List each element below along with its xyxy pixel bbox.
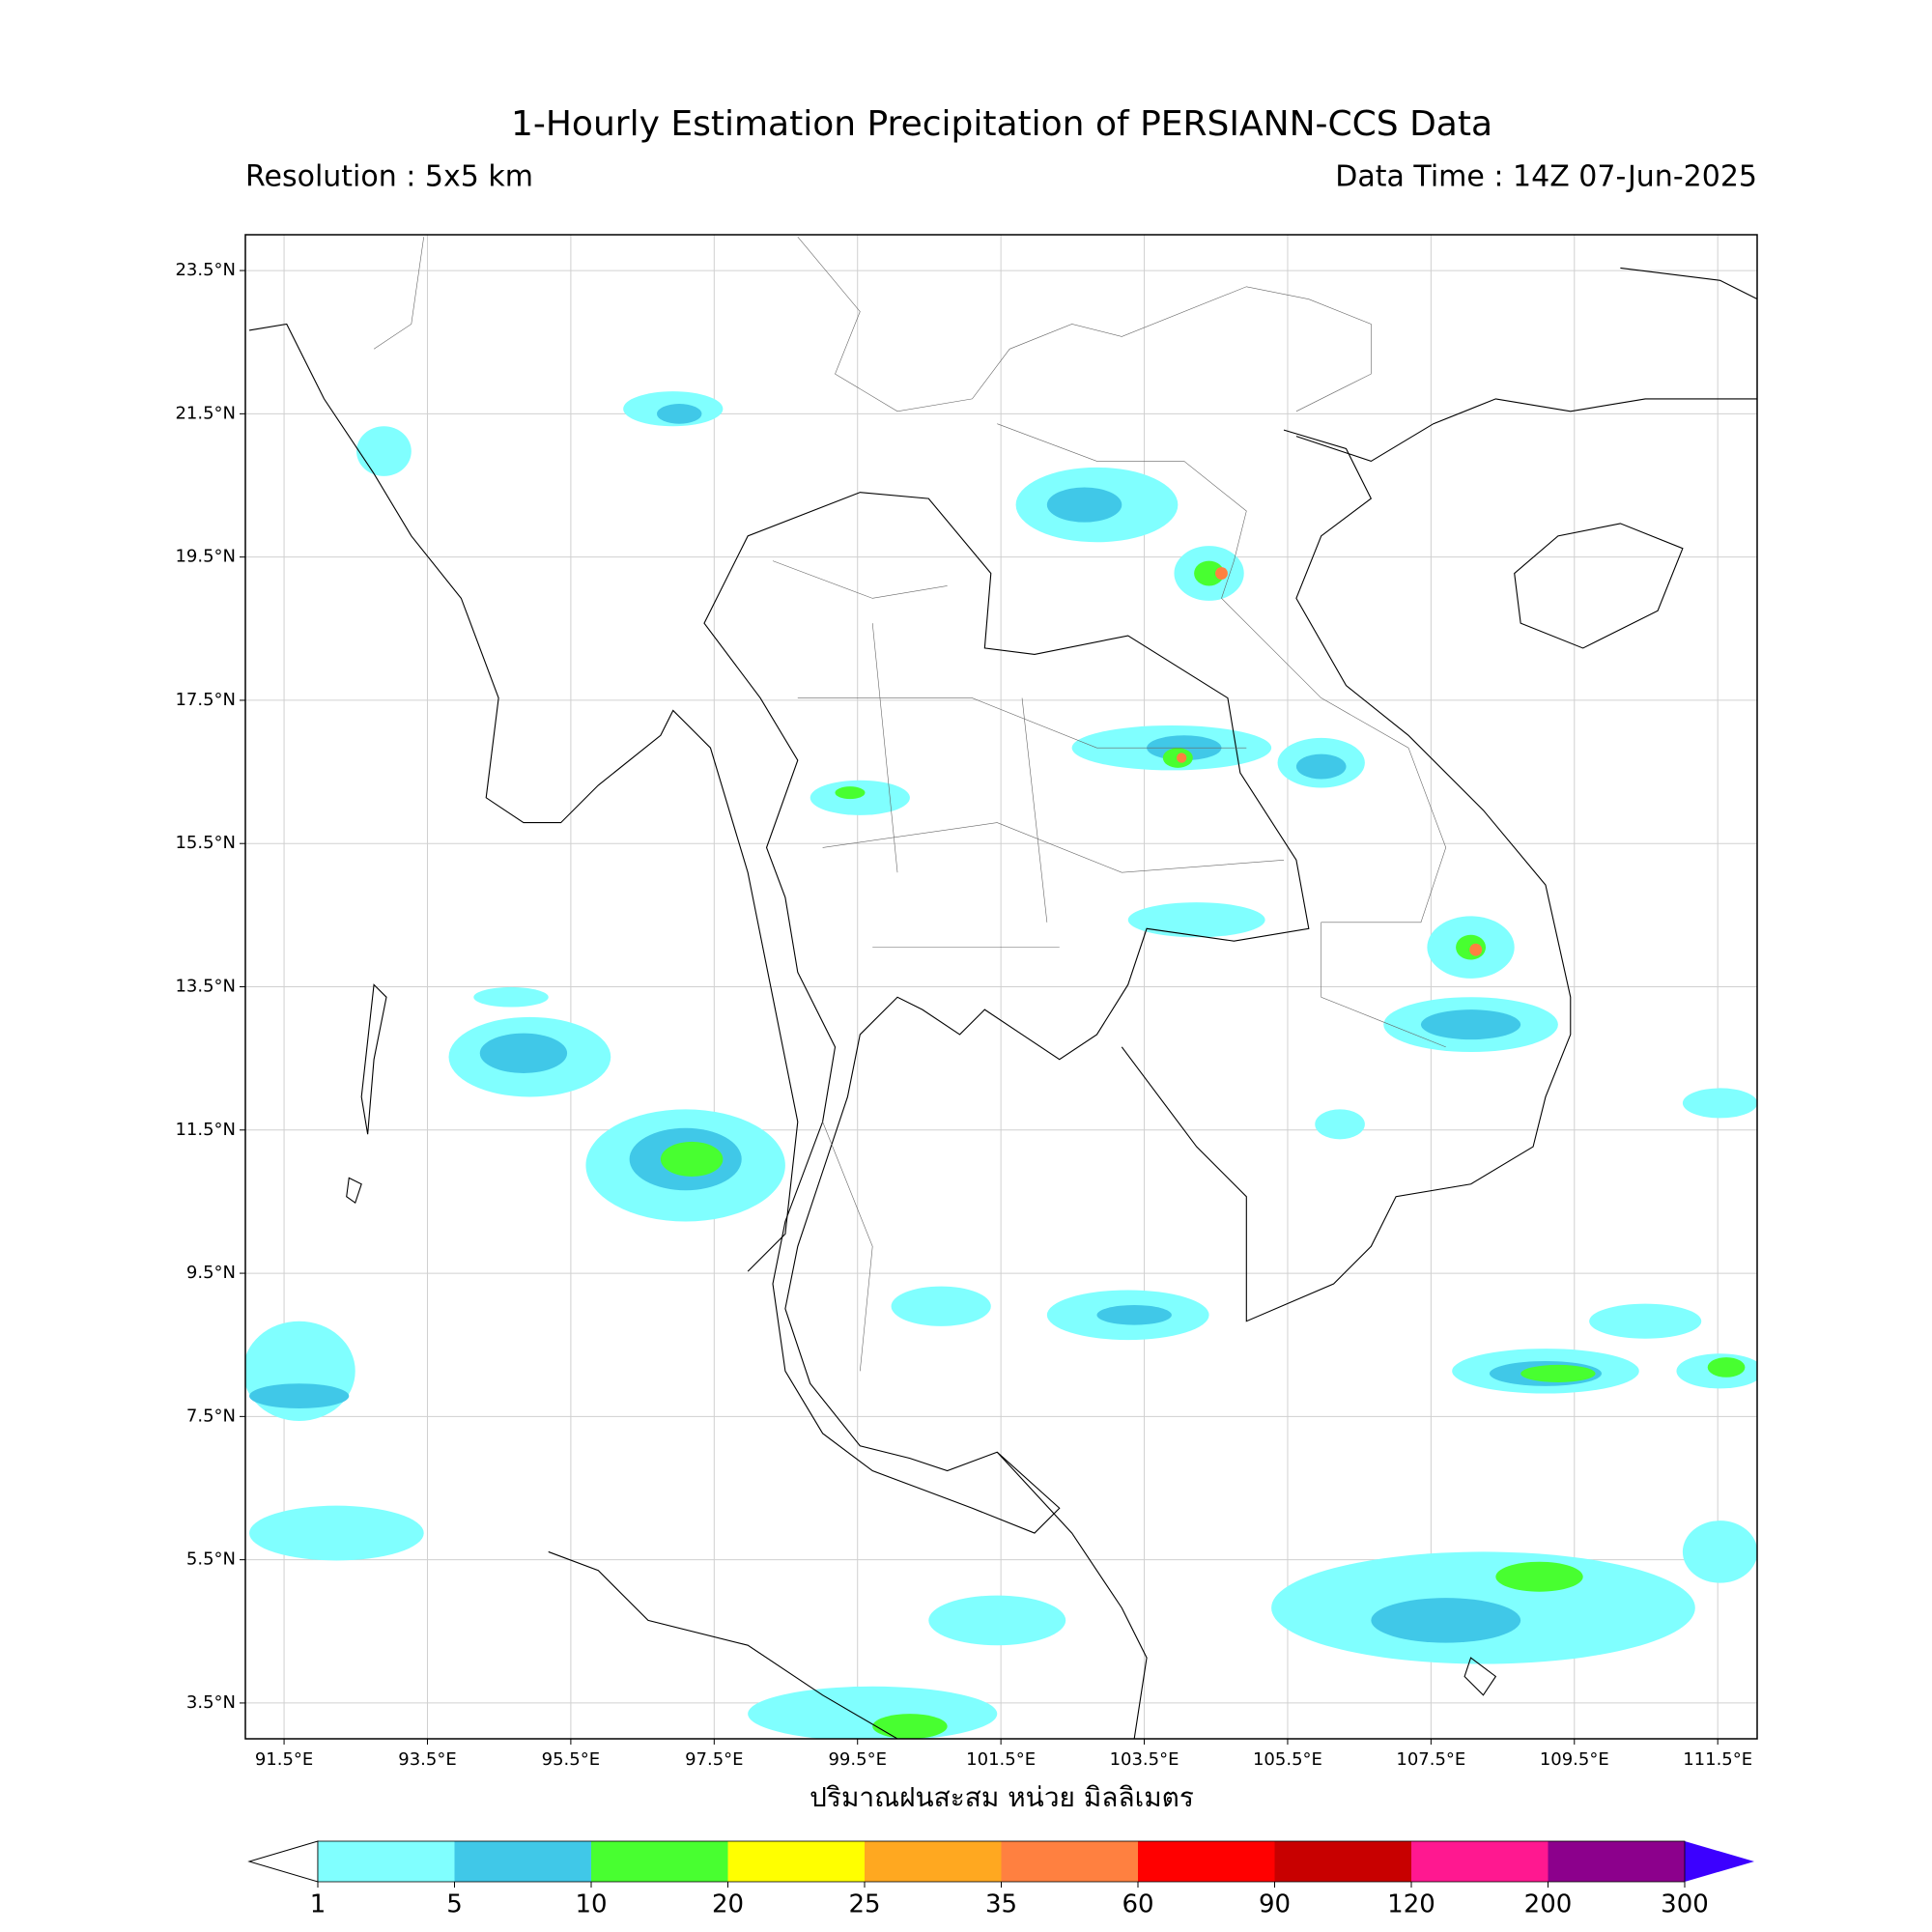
colorbar-box <box>1138 1841 1275 1882</box>
colorbar-box <box>318 1841 455 1882</box>
colorbar-box <box>1001 1841 1138 1882</box>
y-tick-label: 7.5°N <box>186 1406 236 1426</box>
colorbar-label: 35 <box>985 1890 1017 1919</box>
colorbar-label: 200 <box>1524 1890 1573 1919</box>
colorbar: 1 5 10 20 25 35 60 90 120 200 300 <box>247 1840 1754 1919</box>
x-tick-label: 101.5°E <box>966 1749 1036 1770</box>
y-tick-label: 21.5°N <box>175 403 236 423</box>
x-axis-label: ปริมาณฝนสะสม หน่วย มิลลิเมตร <box>810 1781 1194 1813</box>
y-tick-label: 3.5°N <box>186 1692 236 1713</box>
rain <box>245 391 1757 1739</box>
colorbar-box <box>1411 1841 1548 1882</box>
y-tick-label: 5.5°N <box>186 1549 236 1570</box>
colorbar-label: 300 <box>1661 1890 1709 1919</box>
colorbar-label: 10 <box>575 1890 607 1919</box>
geography <box>249 237 1757 1739</box>
colorbar-label: 1 <box>310 1890 327 1919</box>
colorbar-label: 25 <box>848 1890 880 1919</box>
colorbar-label: 60 <box>1122 1890 1153 1919</box>
y-tick-label: 11.5°N <box>175 1120 236 1140</box>
y-tick-label: 23.5°N <box>175 260 236 280</box>
y-tick-label: 9.5°N <box>186 1263 236 1283</box>
colorbar-box <box>865 1841 1002 1882</box>
y-tick-label: 19.5°N <box>175 547 236 567</box>
colorbar-over <box>1685 1841 1754 1882</box>
x-tick-label: 107.5°E <box>1396 1749 1465 1770</box>
colorbar-label: 120 <box>1387 1890 1435 1919</box>
title: 1-Hourly Estimation Precipitation of PER… <box>511 104 1492 144</box>
y-tick-label: 13.5°N <box>175 977 236 997</box>
x-tick-label: 97.5°E <box>685 1749 743 1770</box>
y-tick-label: 15.5°N <box>175 833 236 853</box>
colorbar-box <box>1274 1841 1411 1882</box>
x-tick-label: 105.5°E <box>1253 1749 1322 1770</box>
colorbar-box <box>1548 1841 1685 1882</box>
colorbar-label: 20 <box>712 1890 744 1919</box>
x-tick-label: 91.5°E <box>255 1749 313 1770</box>
colorbar-box <box>591 1841 728 1882</box>
x-tick-label: 99.5°E <box>828 1749 886 1770</box>
colorbar-box <box>454 1841 591 1882</box>
x-tick-label: 111.5°E <box>1683 1749 1752 1770</box>
colorbar-label: 90 <box>1259 1890 1291 1919</box>
y-tick-label: 17.5°N <box>175 690 236 710</box>
x-tick-label: 95.5°E <box>542 1749 600 1770</box>
data-time: Data Time : 14Z 07-Jun-2025 <box>1335 160 1757 194</box>
colorbar-label: 5 <box>446 1890 463 1919</box>
x-tick-label: 109.5°E <box>1540 1749 1609 1770</box>
x-tick-label: 103.5°E <box>1110 1749 1179 1770</box>
map-frame <box>244 234 1758 1740</box>
colorbar-under <box>247 1840 319 1883</box>
resolution: Resolution : 5x5 km <box>245 160 533 194</box>
x-tick-label: 93.5°E <box>398 1749 456 1770</box>
colorbar-box <box>727 1841 865 1882</box>
map-layer <box>245 237 1757 1739</box>
